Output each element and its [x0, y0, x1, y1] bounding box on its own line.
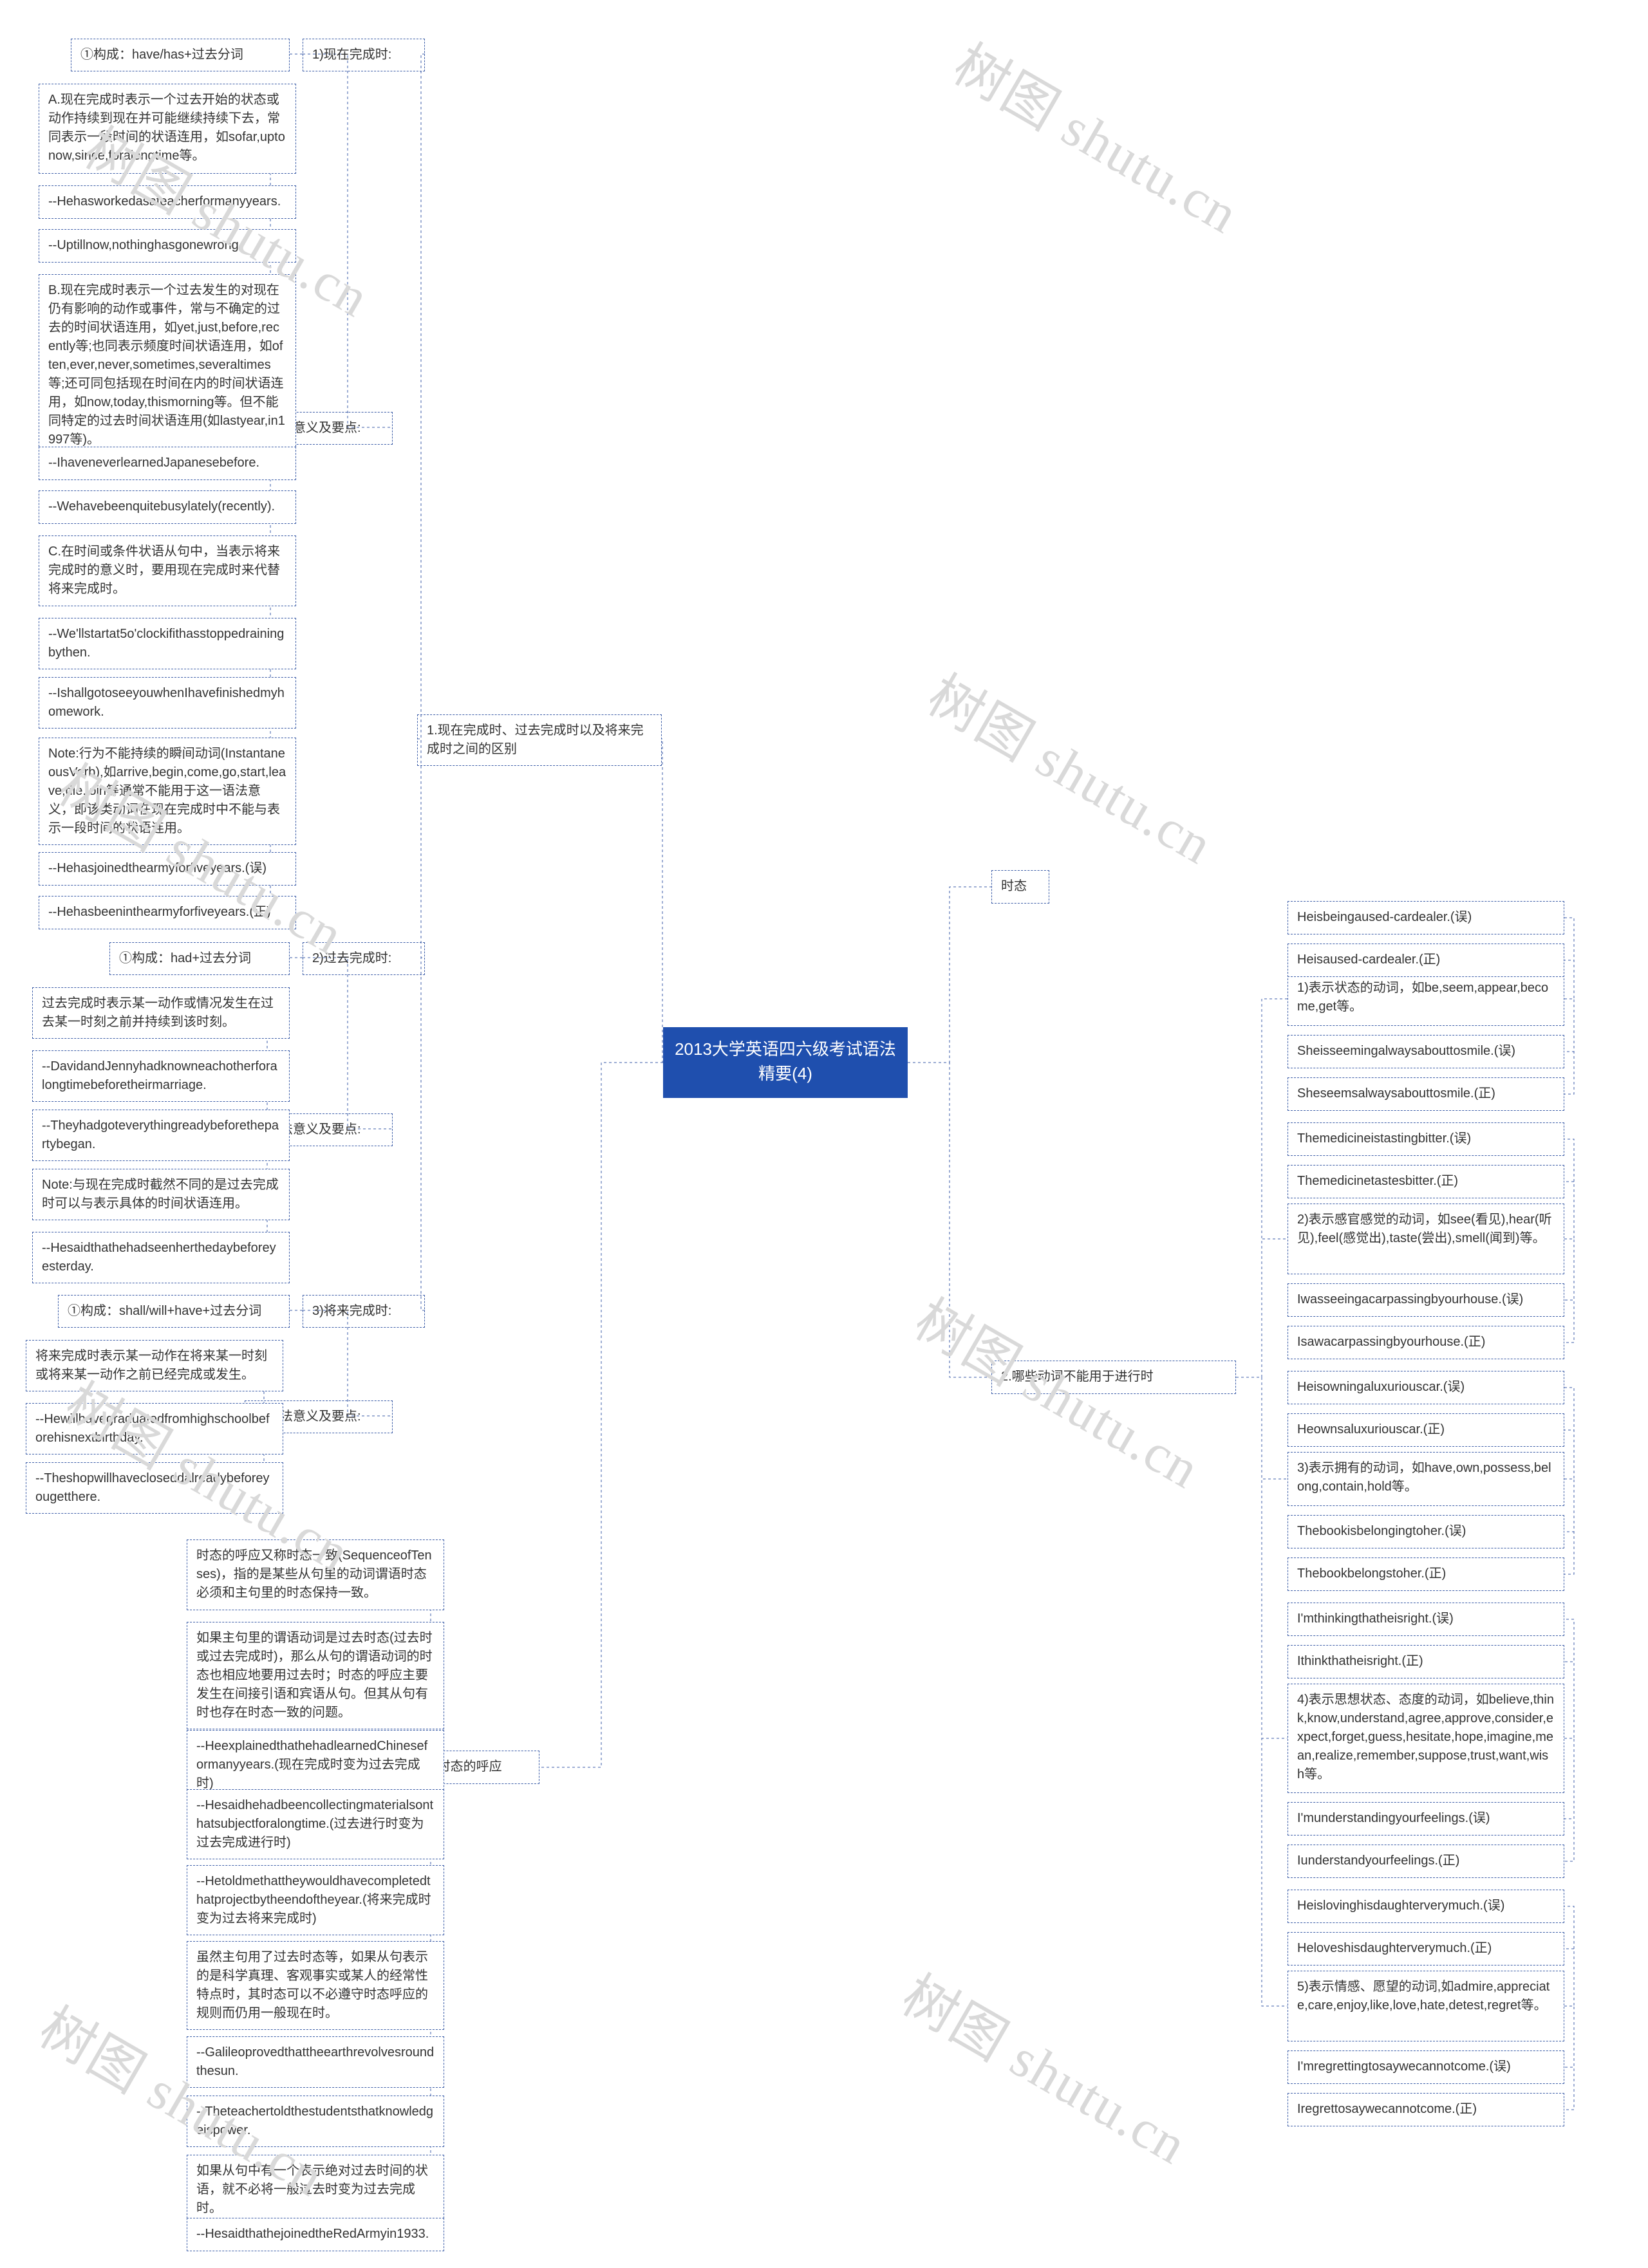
watermark: 树图 shutu.cn [890, 1953, 1204, 2179]
t2-item-t2mN: Note:与现在完成时截然不同的是过去完成时可以与表示具体的时间状语连用。 [32, 1169, 290, 1220]
right-example-ex3b: Heownsaluxuriouscar.(正) [1288, 1413, 1564, 1447]
right-example-ex5b: Heloveshisdaughterverymuch.(正) [1288, 1932, 1564, 1966]
b3-item-b3_4: 如果从句中有一个表示绝对过去时间的状语，就不必将一般过去时变为过去完成时。 [187, 2155, 444, 2225]
t3-item-t3mA2: --Theshopwillhavecloseddalreadybeforeyou… [26, 1462, 283, 1514]
t1-item-t1mN2: --Hehasbeeninthearmyforfiveyears.(正) [39, 896, 296, 929]
right-example-ex5d: Iregrettosaywecannotcome.(正) [1288, 2093, 1564, 2126]
right-example-ex2c: Iwasseeingacarpassingbyourhouse.(误) [1288, 1283, 1564, 1317]
t1-item-t1mN: Note:行为不能持续的瞬间动词(InstantaneousVerb),如arr… [39, 738, 296, 845]
t1-item-t1mN1: --Hehasjoinedthearmyforfiveyears.(误) [39, 852, 296, 886]
t3-item-t3mA1: --Hewillhavegraduatedfromhighschoolbefor… [26, 1403, 283, 1455]
left-branch-1: 1.现在完成时、过去完成时以及将来完成时之间的区别 [417, 714, 662, 766]
right-example-ex1d: Sheseemsalwaysabouttosmile.(正) [1288, 1077, 1564, 1111]
b3-item-b3_2b: --Hesaidhehadbeencollectingmaterialsonth… [187, 1789, 444, 1859]
b3-item-b3_4a: --HesaidthathejoinedtheRedArmyin1933. [187, 2218, 444, 2251]
root-node: 2013大学英语四六级考试语法精要(4) [663, 1027, 908, 1098]
b3-item-b3_3b: --Theteachertoldthestudentsthatknowledge… [187, 2096, 444, 2147]
right-example-ex2a: Themedicineistastingbitter.(误) [1288, 1122, 1564, 1156]
right-example-ex5a: Heislovinghisdaughterverymuch.(误) [1288, 1890, 1564, 1923]
future-perfect-form: ①构成：shall/will+have+过去分词 [58, 1295, 290, 1328]
t1-item-t1mB2: --Wehavebeenquitebusylately(recently). [39, 490, 296, 524]
right-cat-cat2: 2)表示感官感觉的动词，如see(看见),hear(听见),feel(感觉出),… [1288, 1204, 1564, 1274]
b3-item-b3_1: 时态的呼应又称时态一致(SequenceofTenses)，指的是某些从句里的动… [187, 1539, 444, 1610]
right-example-ex4d: Iunderstandyourfeelings.(正) [1288, 1845, 1564, 1878]
future-perfect-label: 3)将来完成时: [303, 1295, 425, 1328]
right-example-ex4b: Ithinkthatheisright.(正) [1288, 1645, 1564, 1678]
t1-item-t1mC1: --We'llstartat5o'clockifithasstoppedrain… [39, 618, 296, 669]
b3-item-b3_2: 如果主句里的谓语动词是过去时态(过去时或过去完成时)，那么从句的谓语动词的时态也… [187, 1622, 444, 1729]
right-example-ex1b: Heisaused-cardealer.(正) [1288, 943, 1564, 977]
right-cat-cat3: 3)表示拥有的动词，如have,own,possess,belong,conta… [1288, 1452, 1564, 1506]
right-branch-2: 2.哪些动词不能用于进行时 [991, 1361, 1236, 1394]
right-cat-cat1: 1)表示状态的动词，如be,seem,appear,become,get等。 [1288, 972, 1564, 1026]
right-tense-label: 时态 [991, 870, 1049, 904]
present-perfect-form: ①构成：have/has+过去分词 [71, 39, 290, 71]
right-cat-cat5: 5)表示情感、愿望的动词,如admire,appreciate,care,enj… [1288, 1971, 1564, 2041]
t1-item-t1mC2: --IshallgotoseeyouwhenIhavefinishedmyhom… [39, 677, 296, 729]
right-example-ex3c: Thebookisbelongingtoher.(误) [1288, 1515, 1564, 1548]
b3-item-b3_3: 虽然主句用了过去时态等，如果从句表示的是科学真理、客观事实或某人的经常性特点时，… [187, 1941, 444, 2030]
right-example-ex3d: Thebookbelongstoher.(正) [1288, 1557, 1564, 1591]
right-example-ex3a: Heisowningaluxuriouscar.(误) [1288, 1371, 1564, 1404]
t1-item-t1mA1: --Hehasworkedasateacherformanyyears. [39, 185, 296, 219]
t1-item-t1mA2: --Uptillnow,nothinghasgonewrong. [39, 229, 296, 263]
watermark: 树图 shutu.cn [916, 653, 1230, 879]
t2-item-t2mA2: --Theyhadgoteverythingreadybeforethepart… [32, 1110, 290, 1161]
t1-item-t1mB: B.现在完成时表示一个过去发生的对现在仍有影响的动作或事件，常与不确定的过去的时… [39, 274, 296, 456]
t2-item-t2mA1: --DavidandJennyhadknowneachotherforalong… [32, 1050, 290, 1102]
right-example-ex4a: I'mthinkingthatheisright.(误) [1288, 1603, 1564, 1636]
right-example-ex2b: Themedicinetastesbitter.(正) [1288, 1165, 1564, 1198]
right-example-ex1c: Sheisseemingalwaysabouttosmile.(误) [1288, 1035, 1564, 1068]
t3-item-t3mA: 将来完成时表示某一动作在将来某一时刻或将来某一动作之前已经完成或发生。 [26, 1340, 283, 1391]
t2-item-t2mA: 过去完成时表示某一动作或情况发生在过去某一时刻之前并持续到该时刻。 [32, 987, 290, 1039]
b3-item-b3_3a: --Galileoprovedthattheearthrevolvesround… [187, 2036, 444, 2088]
right-example-ex5c: I'mregrettingtosaywecannotcome.(误) [1288, 2050, 1564, 2084]
right-cat-cat4: 4)表示思想状态、态度的动词，如believe,think,know,under… [1288, 1684, 1564, 1793]
t1-item-t1mB1: --IhaveneverlearnedJapanesebefore. [39, 447, 296, 480]
present-perfect-label: 1)现在完成时: [303, 39, 425, 71]
b3-item-b3_2c: --Hetoldmethattheywouldhavecompletedthat… [187, 1865, 444, 1935]
past-perfect-form: ①构成：had+过去分词 [109, 942, 290, 975]
watermark: 树图 shutu.cn [942, 23, 1256, 248]
t1-item-t1mC: C.在时间或条件状语从句中，当表示将来完成时的意义时，要用现在完成时来代替将来完… [39, 535, 296, 606]
right-example-ex4c: I'munderstandingyourfeelings.(误) [1288, 1802, 1564, 1836]
t2-item-t2mN1: --Hesaidthathehadseenherthedaybeforeyest… [32, 1232, 290, 1283]
past-perfect-label: 2)过去完成时: [303, 942, 425, 975]
right-example-ex2d: Isawacarpassingbyourhouse.(正) [1288, 1326, 1564, 1359]
t1-item-t1mA: A.现在完成时表示一个过去开始的状态或动作持续到现在并可能继续持续下去，常同表示… [39, 84, 296, 174]
right-example-ex1a: Heisbeingaused-cardealer.(误) [1288, 901, 1564, 934]
